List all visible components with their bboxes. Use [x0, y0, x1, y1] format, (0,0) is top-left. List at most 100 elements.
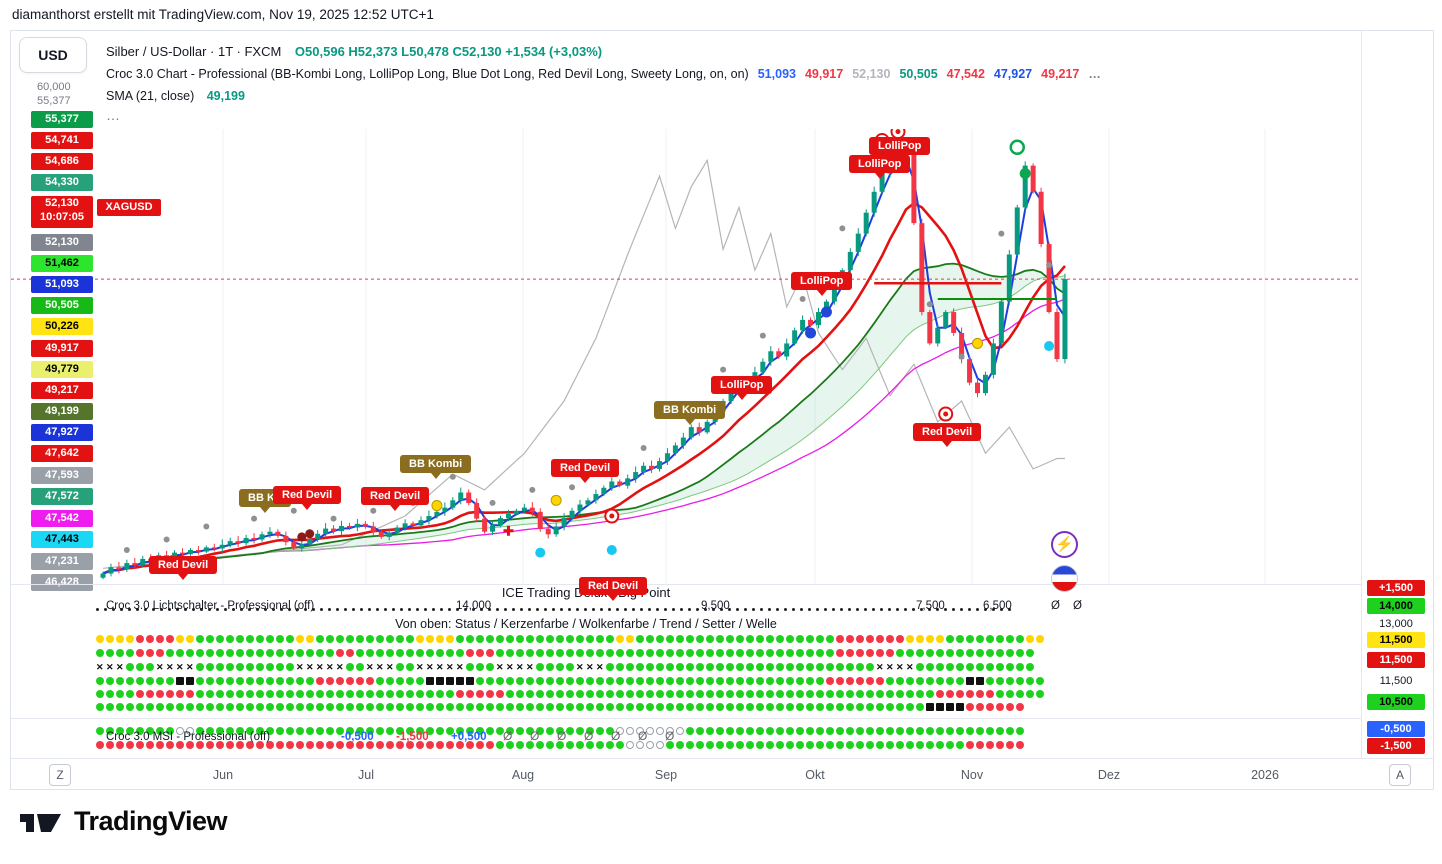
signal-dot: [706, 703, 714, 711]
gray-dot: [1046, 261, 1053, 268]
signal-dot: [386, 649, 394, 657]
signal-dot: [676, 690, 684, 698]
signal-dot: [672, 608, 675, 611]
lichtschalter-label[interactable]: Croc 3.0 Lichtschalter - Professional (o…: [106, 600, 315, 612]
signal-dot: [376, 727, 384, 735]
candle-body: [1006, 254, 1012, 302]
ohlc-values: O50,596 H52,373 L50,478 C52,130 +1,534 (…: [294, 44, 603, 59]
signal-dot: [1006, 703, 1014, 711]
signal-dot: [126, 649, 134, 657]
signal-dot: [1036, 677, 1044, 685]
signal-dot: [936, 663, 944, 671]
signal-dot: [796, 703, 804, 711]
signal-dot: [776, 677, 784, 685]
signal-dot: [496, 635, 504, 643]
signal-dot: [726, 635, 734, 643]
signal-dot: [686, 690, 694, 698]
signal-dot: [356, 727, 364, 735]
signal-dot: [520, 608, 523, 611]
signal-dot: [526, 635, 534, 643]
signal-dot: [96, 677, 104, 685]
signal-dot: [944, 608, 947, 611]
signal-dot: [546, 703, 554, 711]
candle-body: [521, 507, 527, 511]
signal-dot: [396, 727, 404, 735]
signal-dot: [786, 649, 794, 657]
signal-dot: [976, 727, 984, 735]
signal-dot: [626, 677, 634, 685]
price-scale-label: 49,217: [31, 382, 93, 399]
symbol-title: Silber / US-Dollar · 1T · FXCM: [106, 44, 282, 59]
signal-dot: [656, 663, 664, 671]
signal-dot: [136, 608, 139, 611]
signal-dot: [596, 741, 604, 749]
signal-dot: [746, 649, 754, 657]
price-chart[interactable]: ✚: [11, 129, 1361, 584]
signal-dot: [336, 608, 339, 611]
signal-dot: [446, 703, 454, 711]
flag-icon[interactable]: [1051, 565, 1078, 592]
signal-dot: [106, 649, 114, 657]
signal-dot: ✕: [496, 662, 504, 672]
signal-dot: [666, 703, 674, 711]
signal-dot: [276, 635, 284, 643]
candle-body: [235, 541, 241, 544]
tradingview-footer[interactable]: TradingView: [20, 806, 228, 837]
signal-dot: [556, 649, 564, 657]
cyan-dot: [606, 545, 617, 556]
signal-dot: [376, 649, 384, 657]
signal-dot: [346, 677, 354, 685]
signal-dot: [956, 690, 964, 698]
panel-separator-2[interactable]: [11, 718, 1361, 719]
signal-dot: [566, 690, 574, 698]
signal-dot: [104, 608, 107, 611]
signal-dot: [656, 690, 664, 698]
signal-dot: [716, 663, 724, 671]
signal-dot: [386, 677, 394, 685]
candle-body: [593, 494, 599, 501]
legend-line-2[interactable]: Croc 3.0 Chart - Professional (BB-Kombi …: [106, 67, 1101, 81]
msi-label[interactable]: Croc 3.0 MSI - Professional (off): [106, 731, 271, 743]
signal-dot: [856, 635, 864, 643]
currency-button[interactable]: USD: [19, 37, 87, 73]
signal-dot: [786, 663, 794, 671]
signal-dot: [648, 608, 651, 611]
signal-dot: [296, 608, 299, 611]
signal-dot: [186, 741, 194, 749]
signal-dot: [216, 727, 224, 735]
signal-dot: [344, 608, 347, 611]
red-cross: ✚: [503, 524, 514, 539]
signal-dot: [556, 663, 564, 671]
indicator-scale-label: +1,500: [1367, 580, 1425, 596]
axis-month-label: Okt: [805, 768, 825, 782]
signal-dot: [876, 649, 884, 657]
signal-dot: [856, 649, 864, 657]
panel-separator-1[interactable]: [11, 584, 1361, 585]
candle-body: [696, 427, 702, 433]
signal-dot: [586, 703, 594, 711]
candle-body: [951, 312, 957, 333]
signal-dot: [316, 703, 324, 711]
lichtschalter-value: 6,500: [983, 600, 1012, 612]
signal-dot: [306, 703, 314, 711]
signal-dot: [826, 703, 834, 711]
signal-dot: [926, 727, 934, 735]
gray-dot: [489, 499, 496, 506]
legend-line-3[interactable]: SMA (21, close) 49,199: [106, 89, 245, 103]
signal-dot: [248, 608, 251, 611]
candle-body: [959, 332, 965, 360]
signal-dot: [166, 703, 174, 711]
candle-body: [100, 573, 106, 578]
signal-dot: [560, 608, 563, 611]
lightning-icon[interactable]: ⚡: [1051, 531, 1078, 558]
legend-more[interactable]: …: [106, 107, 120, 123]
callout-lollipop: LolliPop: [791, 272, 853, 296]
signal-dot: [746, 727, 754, 735]
signal-dot: [166, 690, 174, 698]
signal-dot: [336, 741, 344, 749]
signal-dot: [846, 690, 854, 698]
signal-dot: [636, 741, 644, 749]
signal-dot: [896, 608, 899, 611]
timezone-button[interactable]: Z: [49, 764, 71, 786]
auto-scale-button[interactable]: A: [1389, 764, 1411, 786]
